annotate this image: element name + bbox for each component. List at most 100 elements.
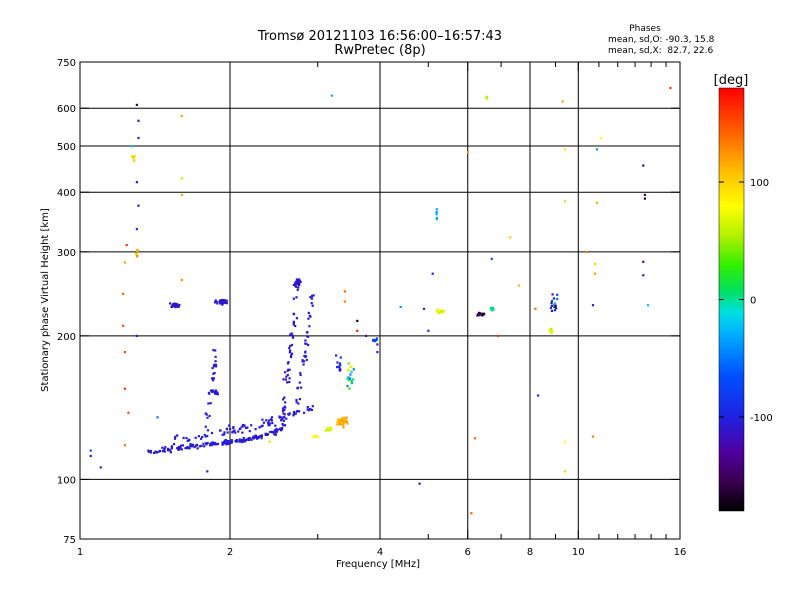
data-point [642,260,645,263]
data-point [292,323,295,326]
data-point [314,435,317,438]
x-tick-label: 6 [465,547,471,558]
data-point [295,401,298,404]
data-point [159,449,162,453]
chart-title: Tromsø 20121103 16:56:00–16:57:43 [257,29,502,44]
data-point [485,97,488,100]
data-point [298,278,301,281]
data-point [170,445,173,448]
data-point [244,440,247,443]
data-point [339,364,342,367]
data-point [324,429,327,432]
data-point [330,94,333,97]
data-point [137,204,140,207]
data-point [375,338,378,341]
data-point [289,344,292,348]
data-point [206,416,209,419]
data-point [261,418,264,421]
data-point [297,286,300,289]
data-point [200,437,203,440]
data-point [550,309,554,312]
data-point [422,307,426,310]
data-point [643,193,646,196]
data-point [305,342,308,345]
data-point [435,211,438,214]
data-point [342,417,345,420]
data-point [224,440,227,443]
data-point [221,442,224,445]
data-point [212,379,215,382]
data-point [209,402,212,405]
data-point [284,371,287,374]
data-point [375,337,378,340]
data-point [206,470,209,473]
data-point [550,299,554,303]
x-tick-label: 2 [227,547,233,558]
data-point [338,420,341,423]
data-point [161,446,164,449]
data-point [292,312,295,315]
data-point [204,435,207,438]
data-point [243,425,246,428]
data-point [350,365,353,368]
data-point [167,449,170,452]
data-point [173,304,177,307]
data-point [203,445,206,448]
data-point [304,351,307,354]
data-point [341,423,345,426]
data-point [271,422,274,425]
data-point [212,377,215,380]
colorbar-ticks: 100 0 -100 [719,178,773,424]
data-point [336,361,339,364]
data-point [228,424,231,427]
data-point [284,378,287,381]
data-point [294,324,297,328]
data-point [553,302,557,305]
data-point [208,414,211,418]
data-point [306,335,309,338]
data-point [221,303,224,306]
data-point [476,313,480,316]
data-point [647,304,650,307]
data-point [418,482,421,485]
data-point [258,426,261,429]
data-point [245,426,248,429]
data-point [343,290,346,293]
data-point [302,363,305,366]
data-point [270,419,273,422]
data-point [237,430,240,433]
data-point [211,367,214,370]
data-point [177,305,180,308]
data-point [137,136,140,140]
data-point [550,330,553,333]
data-point [215,363,218,367]
data-point [206,429,210,432]
data-point [136,248,139,251]
data-point [227,440,230,443]
data-point [130,154,134,157]
data-point [214,389,217,392]
data-point [303,354,306,358]
y-tick-label: 600 [57,104,76,115]
data-point [669,86,672,90]
data-point [242,437,245,440]
data-point [125,244,128,247]
data-point [283,396,286,399]
data-point [335,354,338,357]
data-point [490,308,493,311]
data-point [478,312,481,315]
x-tick-label: 1 [77,547,83,558]
data-point [376,351,379,354]
data-point [336,419,339,422]
data-point [268,440,271,443]
data-point [233,429,236,432]
data-point [595,201,599,204]
data-point [301,359,304,362]
data-point [274,431,277,434]
data-point [552,304,555,307]
data-point [295,282,298,285]
data-point [211,390,214,393]
data-point [292,412,295,416]
data-point [442,309,445,313]
data-point [274,424,277,427]
